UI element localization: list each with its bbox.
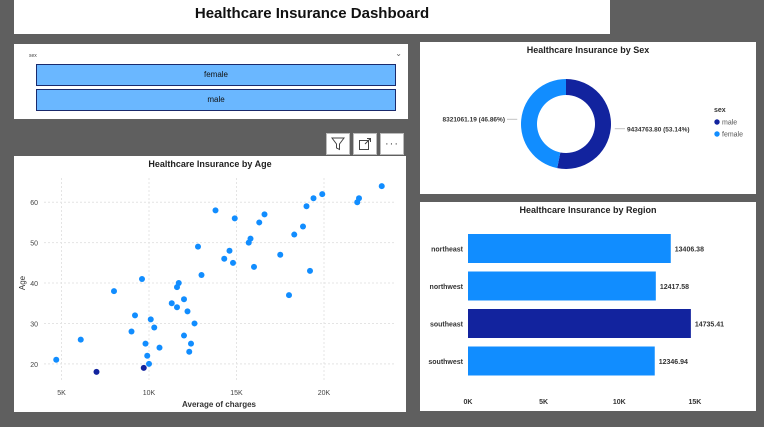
scatter-point xyxy=(261,211,268,218)
scatter-point xyxy=(300,223,306,230)
scatter-point xyxy=(212,207,219,214)
scatter-point xyxy=(188,340,194,347)
x-tick-label: 5K xyxy=(539,399,548,406)
bar-value-label: 12417.58 xyxy=(660,284,689,291)
scatter-plot: Average of charges Age 20 30 40 50 60 5K 10K 15… xyxy=(18,178,394,409)
more-options-icon[interactable]: ··· xyxy=(380,133,404,155)
bar-category-label: northwest xyxy=(430,284,464,291)
focus-mode-icon[interactable] xyxy=(353,133,377,155)
donut-data-label: 8321061.19 (46.86%) xyxy=(442,117,505,124)
bar-northwest xyxy=(468,271,656,301)
scatter-point xyxy=(156,344,163,351)
scatter-point xyxy=(198,271,205,278)
legend-marker xyxy=(714,131,720,137)
scatter-point xyxy=(291,231,298,238)
scatter-point xyxy=(147,316,154,323)
bar-category-label: southeast xyxy=(430,322,464,329)
x-tick-label: 0K xyxy=(464,399,473,406)
x-tick-label: 10K xyxy=(613,399,626,406)
donut-slice-male xyxy=(557,79,611,169)
scatter-title: Healthcare Insurance by Age xyxy=(148,159,272,169)
scatter-point xyxy=(378,183,385,190)
x-tick-label: 5K xyxy=(57,390,66,397)
scatter-x-axis-label: Average of charges xyxy=(182,400,257,409)
donut-legend-title: sex xyxy=(714,107,726,114)
scatter-point xyxy=(140,364,147,371)
bar-southeast xyxy=(468,309,691,338)
scatter-point xyxy=(146,360,152,367)
scatter-point xyxy=(142,340,149,347)
y-tick-label: 30 xyxy=(30,321,38,328)
scatter-point xyxy=(174,284,180,291)
x-tick-label: 20K xyxy=(318,390,331,397)
scatter-point xyxy=(168,300,175,307)
scatter-point xyxy=(191,320,198,327)
scatter-point xyxy=(181,296,187,303)
dashboard-title: Healthcare Insurance Dashboard xyxy=(194,5,430,22)
bar-category-label: northeast xyxy=(431,247,464,254)
scatter-point xyxy=(307,267,313,274)
legend-marker xyxy=(714,119,720,125)
scatter-point xyxy=(245,239,252,246)
donut-title: Healthcare Insurance by Sex xyxy=(526,45,650,55)
scatter-point xyxy=(231,215,238,222)
scatter-point xyxy=(181,332,187,339)
scatter-point xyxy=(221,255,228,262)
scatter-point xyxy=(139,276,145,282)
age-scatter-visual[interactable]: Healthcare Insurance by Age Average of c… xyxy=(14,156,406,412)
scatter-point xyxy=(277,251,284,258)
scatter-point xyxy=(310,195,317,202)
scatter-point xyxy=(111,288,117,295)
bar-value-label: 12346.94 xyxy=(659,359,688,366)
slicer-header: sex xyxy=(29,53,37,59)
bar-title: Healthcare Insurance by Region xyxy=(519,205,657,215)
scatter-point xyxy=(319,191,326,198)
bar-value-label: 13406.38 xyxy=(675,247,704,254)
scatter-point xyxy=(251,263,257,270)
y-tick-label: 50 xyxy=(30,241,38,248)
legend-item-female: female xyxy=(722,132,743,139)
scatter-point xyxy=(303,203,310,210)
scatter-point xyxy=(286,292,292,299)
scatter-point xyxy=(230,259,236,266)
scatter-point xyxy=(144,352,151,359)
bar-northeast xyxy=(468,234,671,263)
scatter-point xyxy=(128,328,135,335)
scatter-y-axis-label: Age xyxy=(18,275,27,290)
scatter-point xyxy=(186,348,193,355)
scatter-point xyxy=(256,219,263,226)
scatter-point xyxy=(77,336,84,343)
x-tick-label: 10K xyxy=(143,390,156,397)
bar-value-label: 14735.41 xyxy=(695,322,724,329)
scatter-point xyxy=(195,243,201,250)
slicer-option-male[interactable]: male xyxy=(36,89,396,111)
bar-category-label: southwest xyxy=(428,359,463,366)
chevron-down-icon[interactable]: ⌄ xyxy=(395,49,402,58)
bar-southwest xyxy=(468,346,655,376)
filter-icon[interactable] xyxy=(326,133,350,155)
y-tick-label: 60 xyxy=(30,200,38,207)
legend-item-male: male xyxy=(722,120,737,127)
dashboard-title-panel: Healthcare Insurance Dashboard xyxy=(14,0,610,34)
y-tick-label: 40 xyxy=(30,281,38,288)
x-tick-label: 15K xyxy=(688,399,701,406)
y-tick-label: 20 xyxy=(30,362,38,369)
donut-data-label: 9434763.80 (53.14%) xyxy=(627,126,690,133)
scatter-point xyxy=(53,356,60,363)
donut-chart: sex 9434763.80 (53.14%) male 8321061.19 (4… xyxy=(442,79,743,169)
sex-slicer: sex ⌄ female male xyxy=(14,44,408,119)
scatter-point xyxy=(132,312,138,319)
scatter-point xyxy=(184,308,191,315)
scatter-point xyxy=(151,324,158,331)
region-bar-visual[interactable]: Healthcare Insurance by Region northeast… xyxy=(420,202,756,411)
x-tick-label: 15K xyxy=(230,390,243,397)
scatter-point xyxy=(93,368,100,375)
scatter-point xyxy=(226,247,233,254)
slicer-option-female[interactable]: female xyxy=(36,64,396,86)
scatter-point xyxy=(356,195,362,202)
scatter-point xyxy=(174,304,180,311)
sex-donut-visual[interactable]: Healthcare Insurance by Sex sex 9434763.… xyxy=(420,42,756,194)
bar-chart: northeast 13406.38 northwest 12417.58 southe… xyxy=(428,234,724,406)
donut-slice-female xyxy=(521,79,566,169)
